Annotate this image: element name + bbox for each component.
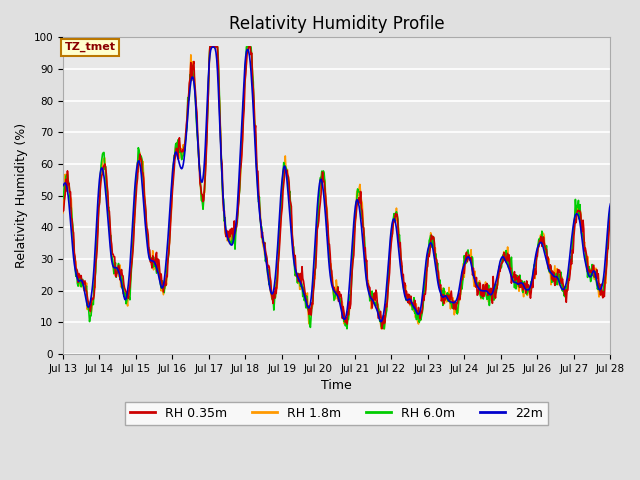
Line: RH 1.8m: RH 1.8m <box>63 47 611 329</box>
RH 6.0m <box>125 294 133 300</box>
Line: 22m: 22m <box>63 47 611 322</box>
X-axis label: Time: Time <box>321 379 352 392</box>
RH 6.0m <box>343 326 351 332</box>
22m <box>209 44 217 50</box>
Line: RH 6.0m: RH 6.0m <box>63 47 611 329</box>
RH 0.35m <box>607 214 614 219</box>
Legend: RH 0.35m, RH 1.8m, RH 6.0m, 22m: RH 0.35m, RH 1.8m, RH 6.0m, 22m <box>125 402 548 424</box>
22m <box>69 247 77 252</box>
22m <box>211 45 218 50</box>
22m <box>125 273 133 279</box>
RH 0.35m <box>206 44 214 50</box>
RH 1.8m <box>206 44 214 50</box>
Y-axis label: Relativity Humidity (%): Relativity Humidity (%) <box>15 123 28 268</box>
22m <box>607 201 614 207</box>
RH 6.0m <box>607 210 614 216</box>
RH 0.35m <box>404 291 412 297</box>
RH 0.35m <box>59 208 67 214</box>
RH 1.8m <box>420 282 428 288</box>
RH 0.35m <box>420 291 428 297</box>
22m <box>420 272 428 278</box>
RH 1.8m <box>125 285 133 290</box>
RH 1.8m <box>211 44 218 50</box>
Title: Relativity Humidity Profile: Relativity Humidity Profile <box>229 15 445 33</box>
RH 1.8m <box>380 326 387 332</box>
Line: RH 0.35m: RH 0.35m <box>63 47 611 329</box>
RH 6.0m <box>181 147 189 153</box>
RH 6.0m <box>404 300 412 306</box>
RH 1.8m <box>404 297 412 302</box>
22m <box>378 319 385 324</box>
RH 1.8m <box>181 148 189 154</box>
22m <box>181 150 189 156</box>
RH 6.0m <box>69 223 77 228</box>
RH 0.35m <box>211 44 218 50</box>
RH 1.8m <box>69 234 77 240</box>
RH 6.0m <box>59 196 67 202</box>
RH 6.0m <box>420 281 428 287</box>
RH 6.0m <box>211 44 218 50</box>
RH 0.35m <box>69 227 77 233</box>
Text: TZ_tmet: TZ_tmet <box>65 42 116 52</box>
RH 1.8m <box>59 210 67 216</box>
RH 0.35m <box>181 141 189 146</box>
22m <box>404 297 412 302</box>
22m <box>59 183 67 189</box>
RH 1.8m <box>607 205 614 211</box>
RH 0.35m <box>378 326 386 332</box>
RH 6.0m <box>206 44 214 50</box>
RH 0.35m <box>125 288 133 293</box>
